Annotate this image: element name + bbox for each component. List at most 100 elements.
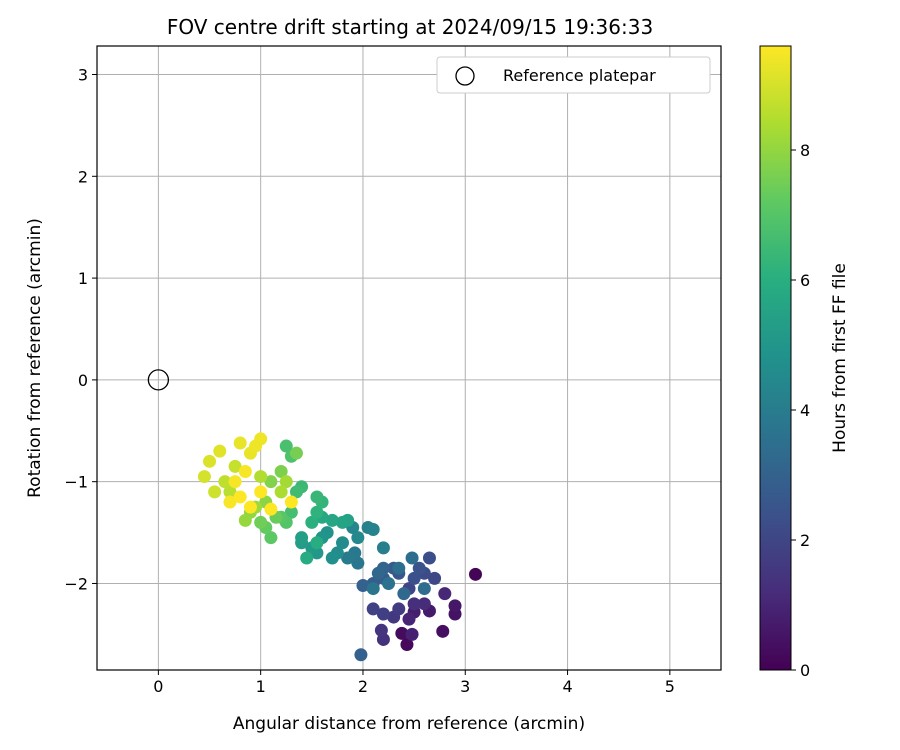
legend-box [436,56,711,94]
data-point [284,495,298,509]
y-tick-label: 1 [78,269,88,288]
data-point [351,531,365,545]
data-point [397,587,411,601]
data-point [354,648,368,662]
data-point [264,475,278,489]
data-point [305,515,319,529]
legend-label: Reference platepar [503,66,656,85]
data-point [438,587,452,601]
x-tick-label: 1 [256,677,266,696]
data-point [228,459,242,473]
data-point [422,551,436,565]
chart-title: FOV centre drift starting at 2024/09/15 … [167,15,653,39]
x-tick-label: 0 [153,677,163,696]
data-point [468,567,482,581]
data-point [233,436,247,450]
data-point [376,541,390,555]
data-point [382,576,396,590]
x-axis-label: Angular distance from reference (arcmin) [233,714,585,734]
data-point [366,582,380,596]
data-point [376,607,390,621]
data-point [238,465,252,479]
data-point [366,602,380,616]
legend-marker [455,66,475,86]
x-tick-label: 4 [562,677,572,696]
data-point [284,505,298,519]
data-point [356,579,370,593]
x-tick-label: 5 [665,677,675,696]
colorbar-tick-label: 6 [800,271,810,290]
data-point [392,561,406,575]
y-axis-ticks: −2 −1 0 1 2 3 [64,66,97,593]
plot-frame [96,45,722,671]
data-point [289,485,303,499]
data-point [213,444,227,458]
colorbar-label: Hours from first FF file [830,263,850,453]
grid [97,46,721,670]
scatter-points [197,432,482,662]
data-point [417,582,431,596]
data-point [374,623,388,637]
data-point [300,551,314,565]
x-tick-label: 3 [460,677,470,696]
data-point [436,624,450,638]
data-point [310,505,324,519]
data-point [279,475,293,489]
data-point [428,571,442,585]
data-point [238,513,252,527]
data-point [366,523,380,537]
data-point [336,515,350,529]
reference-marker-group [147,369,170,391]
colorbar-tick-label: 8 [800,141,810,160]
data-point [274,465,288,479]
data-point [264,531,278,545]
data-point [223,485,237,499]
data-point [310,536,324,550]
x-tick-label: 2 [358,677,368,696]
colorbar [759,45,792,671]
reference-platepar-marker [147,369,170,391]
data-point [203,454,217,468]
data-point [407,571,421,585]
data-point [218,475,232,489]
data-point [295,531,309,545]
data-point [336,536,350,550]
legend: Reference platepar [436,56,711,94]
data-point [400,638,414,652]
data-point [405,627,419,641]
data-point [264,502,278,516]
data-point [254,470,268,484]
data-point [417,597,431,611]
y-tick-label: −1 [64,473,88,492]
colorbar-tick-label: 4 [800,401,810,420]
data-point [405,551,419,565]
x-axis-ticks: 0 1 2 3 4 5 [153,670,675,696]
data-point [254,515,268,529]
data-point [279,439,293,453]
data-point [325,551,339,565]
y-tick-label: −2 [64,574,88,593]
data-point [395,626,409,640]
data-point [392,602,406,616]
y-tick-label: 0 [78,371,88,390]
data-point [254,485,268,499]
data-point [310,490,324,504]
data-point [371,566,385,580]
data-point [351,556,365,570]
data-point [208,485,222,499]
data-point [197,470,211,484]
colorbar-tick-label: 0 [800,661,810,680]
data-point [402,612,416,626]
data-point [243,500,257,514]
data-point [228,475,242,489]
data-point [341,551,355,565]
data-point [289,446,303,460]
y-tick-label: 2 [78,167,88,186]
data-point [412,561,426,575]
colorbar-tick-label: 2 [800,531,810,550]
data-point [223,495,237,509]
data-point [325,513,339,527]
data-point [254,432,268,446]
data-point [448,599,462,613]
